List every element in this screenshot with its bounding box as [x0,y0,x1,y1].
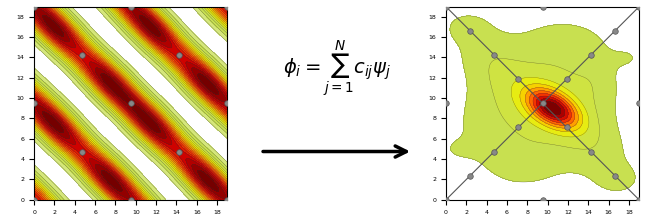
Text: $\phi_i = \sum_{j=1}^{N} c_{ij}\psi_j$: $\phi_i = \sum_{j=1}^{N} c_{ij}\psi_j$ [282,38,391,99]
